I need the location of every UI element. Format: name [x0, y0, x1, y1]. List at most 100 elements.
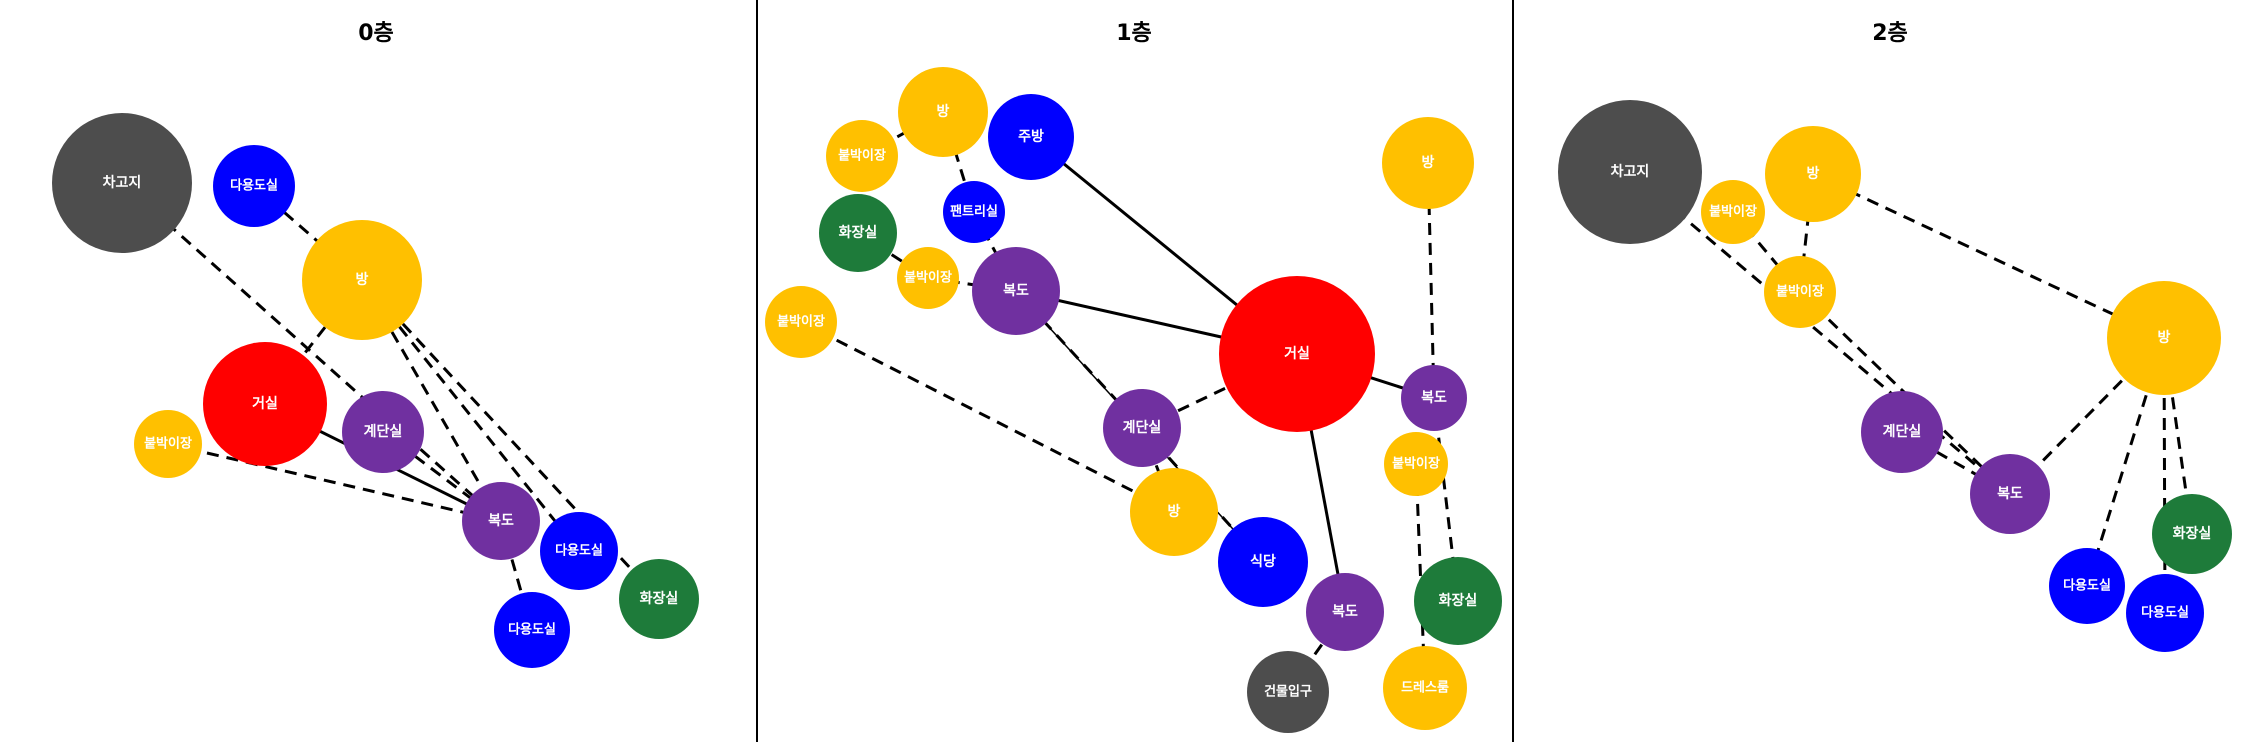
node-label: 주방	[1018, 128, 1044, 145]
node-circle	[897, 247, 959, 309]
node-circle	[988, 94, 1074, 180]
node-label: 거실	[1284, 346, 1310, 362]
node-label: 다용도실	[2141, 605, 2189, 621]
edge-room1-room2	[1812, 172, 2165, 340]
node-circle	[2107, 281, 2221, 395]
node-label: 붙박이장	[1776, 284, 1824, 300]
node-garage: 차고지	[52, 113, 192, 253]
node-label: 화장실	[640, 590, 679, 607]
node-circle	[134, 410, 202, 478]
node-circle	[1218, 517, 1308, 607]
node-closet3: 붙박이장	[765, 286, 837, 358]
node-circle	[1764, 256, 1836, 328]
node-room1: 방	[1765, 126, 1861, 222]
node-label: 화장실	[1439, 592, 1478, 609]
node-label: 차고지	[103, 175, 142, 191]
node-circle	[1765, 126, 1861, 222]
node-hall: 복도	[462, 482, 540, 560]
node-label: 복도	[1421, 390, 1447, 406]
node-entrance: 건물입구	[1247, 651, 1329, 733]
node-util1: 다용도실	[2049, 548, 2125, 624]
node-label: 붙박이장	[1392, 456, 1440, 472]
node-circle	[1861, 391, 1943, 473]
node-label: 계단실	[1883, 423, 1922, 440]
node-label: 복도	[1332, 604, 1358, 620]
node-circle	[1103, 389, 1181, 467]
node-label: 다용도실	[2063, 578, 2111, 594]
node-bath: 화장실	[619, 559, 699, 639]
node-label: 붙박이장	[904, 270, 952, 286]
panel-title: 1층	[1116, 21, 1152, 46]
node-circle	[1384, 432, 1448, 496]
node-label: 차고지	[1611, 164, 1650, 180]
node-label: 붙박이장	[838, 148, 886, 164]
node-bath2: 화장실	[1414, 557, 1502, 645]
node-closet2: 붙박이장	[1764, 256, 1836, 328]
node-stairs: 계단실	[1861, 391, 1943, 473]
node-hall2: 복도	[1401, 365, 1467, 431]
node-circle	[972, 247, 1060, 335]
node-group: 방붙박이장주방팬트리실화장실붙박이장복도붙박이장거실방복도계단실붙박이장방식당복…	[765, 67, 1502, 733]
node-bath: 화장실	[2152, 494, 2232, 574]
node-label: 드레스룸	[1401, 680, 1449, 696]
node-hall3: 복도	[1306, 573, 1384, 651]
node-room2: 방	[1382, 117, 1474, 209]
edge-stairs-room3	[1140, 427, 1176, 513]
floor-panel-1: 1층 방붙박이장주방팬트리실화장실붙박이장복도붙박이장거실방복도계단실붙박이장방…	[765, 21, 1502, 733]
panel-title: 0층	[358, 21, 394, 46]
node-circle	[619, 559, 699, 639]
node-circle	[2152, 494, 2232, 574]
edge-garage-hall	[121, 181, 502, 523]
node-label: 방	[1807, 165, 1820, 182]
node-circle	[540, 512, 618, 590]
edge-closet3-room3	[800, 320, 1175, 514]
node-label: 붙박이장	[1709, 204, 1757, 220]
node-label: 계단실	[364, 423, 403, 440]
edge-closet2-hall1	[927, 276, 1017, 293]
node-dress: 드레스룸	[1383, 646, 1467, 730]
node-room2: 방	[2107, 281, 2221, 395]
node-label: 다용도실	[230, 178, 278, 194]
node-closet: 붙박이장	[134, 410, 202, 478]
node-garage: 차고지	[1558, 100, 1702, 244]
node-circle	[342, 391, 424, 473]
node-label: 복도	[488, 513, 514, 529]
node-circle	[1383, 646, 1467, 730]
edge-room-util2	[360, 279, 581, 552]
node-circle	[302, 220, 422, 340]
node-label: 다용도실	[508, 622, 556, 638]
node-label: 방	[1422, 154, 1435, 171]
node-label: 다용도실	[555, 543, 603, 559]
node-label: 방	[937, 103, 950, 120]
node-label: 복도	[1997, 486, 2023, 502]
node-circle	[494, 592, 570, 668]
node-circle	[819, 194, 897, 272]
node-util1: 다용도실	[213, 145, 295, 227]
node-stairs: 계단실	[342, 391, 424, 473]
node-closet1: 붙박이장	[1701, 180, 1765, 244]
panel-title: 2층	[1872, 21, 1908, 46]
node-label: 복도	[1003, 283, 1029, 299]
node-hall1: 복도	[972, 247, 1060, 335]
edge-room1-closet1	[861, 110, 944, 158]
node-stairs: 계단실	[1103, 389, 1181, 467]
node-label: 식당	[1250, 553, 1276, 570]
node-label: 건물입구	[1264, 684, 1312, 700]
node-circle	[1558, 100, 1702, 244]
node-label: 붙박이장	[777, 314, 825, 330]
node-pantry: 팬트리실	[943, 181, 1005, 243]
node-circle	[1701, 180, 1765, 244]
node-circle	[1970, 454, 2050, 534]
node-circle	[1382, 117, 1474, 209]
node-dining: 식당	[1218, 517, 1308, 607]
node-circle	[213, 145, 295, 227]
node-closet2: 붙박이장	[897, 247, 959, 309]
edge-pantry-hall1	[972, 211, 1018, 292]
node-label: 화장실	[839, 224, 878, 241]
node-circle	[765, 286, 837, 358]
